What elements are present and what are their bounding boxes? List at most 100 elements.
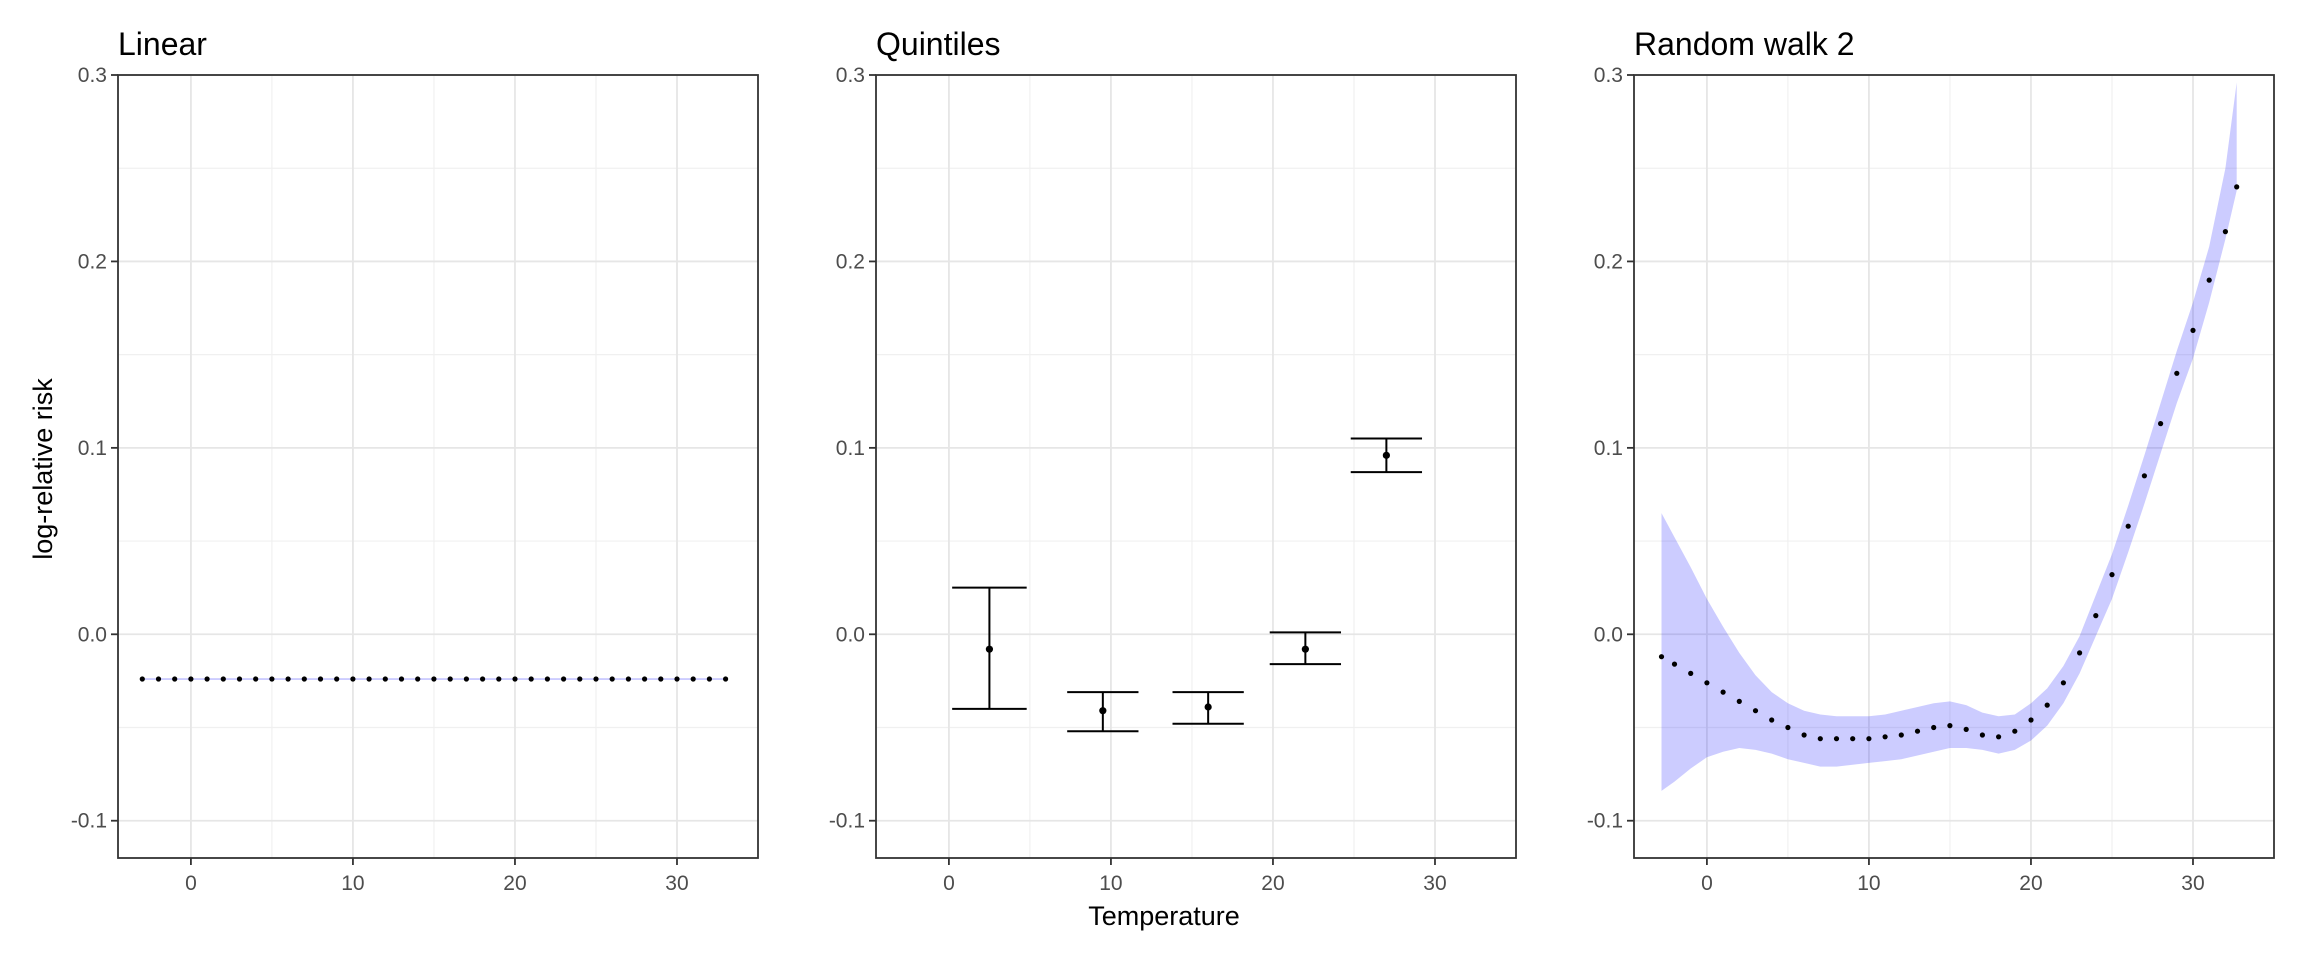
data-point (1996, 734, 2002, 740)
data-point (1688, 670, 1694, 677)
data-point (544, 676, 551, 682)
data-point (139, 676, 145, 682)
data-point (1931, 724, 1937, 731)
data-point (625, 676, 632, 682)
y-tick-label: 0.2 (1594, 250, 1623, 273)
data-point (1979, 732, 1985, 738)
data-point (690, 676, 696, 682)
y-tick-label: -0.1 (71, 810, 107, 833)
data-point (301, 676, 307, 682)
data-point (1720, 689, 1726, 695)
panel-border (1633, 74, 2275, 859)
data-point (1752, 708, 1759, 714)
x-tick-label: 10 (341, 872, 364, 895)
data-point (1882, 734, 1888, 740)
data-point (269, 676, 275, 682)
y-tick-label: 0.0 (78, 623, 107, 646)
series-1 (139, 676, 729, 682)
panel-background (118, 75, 758, 858)
data-point (220, 676, 226, 682)
x-tick-label: 0 (185, 872, 197, 895)
data-point (706, 676, 713, 682)
y-tick-label: 0.2 (836, 250, 865, 273)
series-1 (952, 437, 1423, 733)
data-point (1658, 654, 1665, 660)
minor-gridlines (118, 75, 758, 858)
panel-border (117, 74, 759, 859)
data-point (609, 676, 615, 682)
major-gridlines (876, 74, 1516, 858)
confidence-band (1661, 82, 2237, 791)
data-point (2028, 717, 2034, 723)
data-point (577, 676, 583, 682)
data-point (1963, 726, 1969, 733)
y-tick-label: 0.3 (78, 64, 107, 87)
x-tick-label: 0 (943, 872, 955, 895)
data-point (236, 676, 243, 682)
data-point (1801, 732, 1807, 738)
error-bar (952, 586, 1027, 710)
data-point (2158, 421, 2164, 427)
data-point (334, 676, 340, 682)
data-point (1850, 736, 1856, 742)
data-point (155, 676, 162, 682)
data-point (1866, 736, 1872, 742)
data-point (2044, 702, 2050, 708)
panel-1: 0 10 20 30 -0.1 0.0 0.1 0.2 0.3 Linear (71, 26, 759, 895)
data-point (2093, 613, 2099, 619)
x-tick-label: 20 (2019, 872, 2042, 895)
y-tick-label: -0.1 (829, 810, 865, 833)
data-point (172, 676, 178, 682)
data-point (2206, 277, 2212, 283)
error-bar (1350, 437, 1423, 474)
data-point (1301, 645, 1309, 653)
y-axis-label: log-relative risk (28, 378, 58, 560)
x-tick-label: 10 (1099, 872, 1122, 895)
y-tick-label: 0.1 (78, 437, 107, 460)
error-bar (1269, 631, 1342, 666)
data-point (480, 676, 486, 682)
data-point (204, 676, 210, 682)
data-point (1099, 707, 1107, 715)
data-point (1817, 736, 1823, 742)
data-point (1914, 728, 1921, 734)
data-point (723, 676, 729, 682)
panels: 0 10 20 30 -0.1 0.0 0.1 0.2 0.3 Linear 0 10 20 30 -0.1… (71, 26, 2275, 895)
data-point (1898, 732, 1904, 738)
major-gridlines (118, 74, 758, 858)
data-point (561, 676, 567, 682)
minor-gridlines (876, 75, 1516, 858)
x-tick-label: 30 (1423, 872, 1446, 895)
data-point (1769, 717, 1775, 723)
data-point (2109, 572, 2115, 578)
y-tick-label: 0.0 (1594, 623, 1623, 646)
x-axis-label: Temperature (1088, 901, 1240, 931)
y-tick-label: 0.2 (78, 250, 107, 273)
data-point (2222, 229, 2228, 235)
panel-3: 0 10 20 30 -0.1 0.0 0.1 0.2 0.3 Random walk 2 (1587, 26, 2275, 895)
data-point (431, 676, 437, 682)
panel-title: Random walk 2 (1634, 26, 1855, 62)
x-tick-label: 0 (1701, 872, 1713, 895)
x-tick-label: 20 (503, 872, 526, 895)
data-point (463, 676, 469, 682)
panel-background (876, 75, 1516, 858)
data-point (2174, 370, 2180, 376)
panel-title: Linear (118, 26, 207, 62)
data-point (1736, 698, 1742, 705)
data-point (317, 676, 324, 682)
x-tick-label: 20 (1261, 872, 1284, 895)
data-point (2190, 327, 2196, 333)
y-tick-label: 0.0 (836, 623, 865, 646)
data-point (1704, 680, 1710, 686)
data-point (985, 645, 994, 653)
y-tick-label: -0.1 (1587, 810, 1623, 833)
y-tick-label: 0.3 (836, 64, 865, 87)
x-tick-label: 30 (2181, 872, 2204, 895)
data-point (188, 676, 194, 682)
data-point (512, 676, 518, 682)
data-point (528, 676, 534, 682)
panel-border (875, 74, 1517, 859)
data-point (1833, 736, 1840, 742)
